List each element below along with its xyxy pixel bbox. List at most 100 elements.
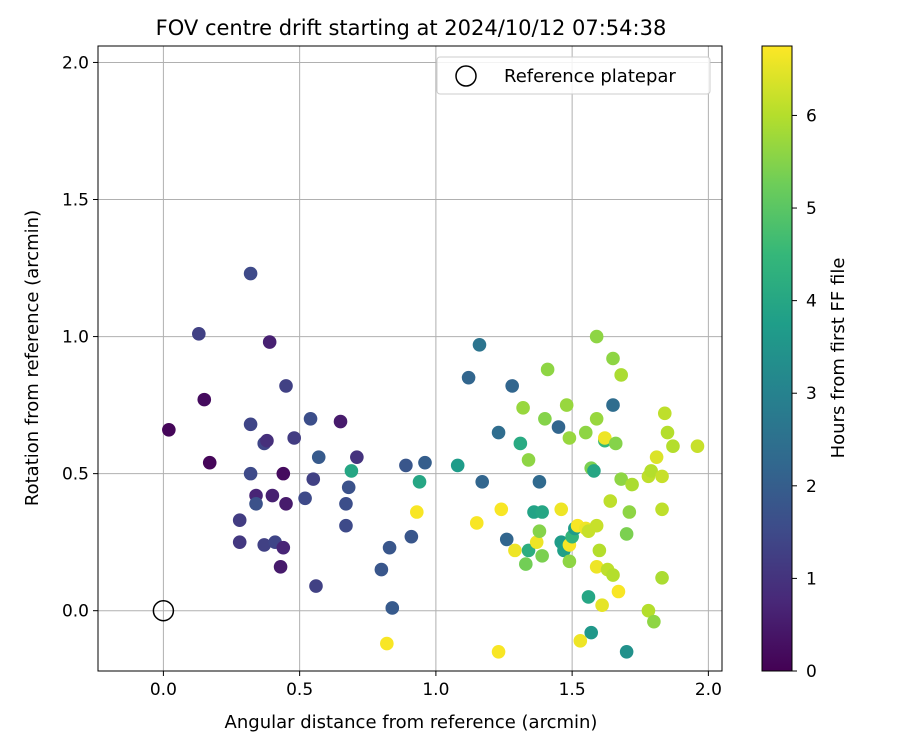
data-point (519, 557, 533, 571)
data-point (309, 579, 323, 593)
colorbar-tick-label: 3 (806, 384, 817, 404)
data-point (469, 516, 484, 530)
data-point (505, 379, 519, 393)
data-point (606, 351, 620, 366)
data-point (287, 431, 301, 445)
data-point (265, 488, 280, 503)
data-point (690, 439, 705, 454)
data-point (499, 532, 514, 547)
legend-frame (436, 56, 711, 95)
data-point (584, 625, 599, 640)
data-point (192, 327, 206, 341)
data-point (644, 464, 658, 478)
y-tick-label: 1.5 (62, 191, 89, 211)
data-point (606, 568, 620, 582)
data-point (508, 543, 522, 558)
data-point (655, 502, 669, 517)
x-tick-label: 0.0 (150, 680, 177, 700)
data-point (538, 412, 552, 426)
data-point (273, 560, 288, 574)
data-point (535, 549, 549, 563)
colorbar-label: Hours from first FF file (828, 258, 849, 459)
data-point (494, 502, 509, 517)
colorbar-ticks: 0 1 2 3 4 5 6 (792, 106, 817, 682)
data-point (450, 458, 465, 473)
data-point (655, 570, 669, 585)
legend-entry-reference: Reference platepar (504, 66, 676, 87)
data-point (385, 601, 400, 615)
colorbar-tick-label: 0 (806, 662, 817, 682)
data-point (614, 472, 628, 486)
data-point (666, 439, 680, 454)
data-points (162, 266, 705, 659)
data-point (243, 466, 258, 481)
data-point (529, 535, 544, 549)
colorbar-tick-label: 5 (806, 199, 817, 219)
data-point (260, 433, 274, 448)
data-point (532, 475, 547, 489)
data-point (380, 636, 394, 651)
data-point (592, 543, 607, 558)
data-point (513, 436, 528, 451)
data-point (339, 518, 353, 533)
data-point (399, 458, 413, 473)
data-point (649, 450, 664, 464)
data-point (655, 469, 669, 484)
data-point (276, 540, 291, 555)
data-point (589, 329, 604, 344)
data-point (641, 603, 656, 618)
data-point (472, 337, 487, 352)
data-point (562, 554, 577, 569)
data-point (344, 464, 359, 478)
data-point (619, 527, 634, 541)
data-point (521, 453, 536, 467)
data-point (491, 425, 506, 440)
data-point (611, 584, 626, 599)
legend-marker-reference (455, 65, 477, 87)
data-point (279, 379, 293, 393)
data-point (608, 436, 623, 451)
reference-platepar-marker (152, 599, 175, 622)
data-point (341, 480, 356, 495)
x-axis-label: Angular distance from reference (arcmin) (225, 712, 598, 733)
data-point (595, 598, 609, 613)
data-point (559, 398, 574, 412)
data-point (516, 401, 530, 415)
data-point (232, 535, 247, 549)
data-point (589, 412, 604, 426)
data-point (162, 422, 176, 437)
x-tick-label: 1.5 (559, 680, 586, 700)
y-tick-label: 1.0 (62, 328, 89, 348)
data-point (622, 505, 637, 519)
data-point (647, 614, 661, 629)
x-tick-label: 1.0 (422, 680, 449, 700)
y-tick-label: 0.5 (62, 465, 89, 485)
data-point (551, 420, 566, 434)
legend: Reference platepar (436, 56, 711, 95)
chart-title: FOV centre drift starting at 2024/10/12 … (156, 16, 667, 40)
axis-ticks: 0.0 0.5 1.0 1.5 2.0 0.0 0.5 1.0 1.5 2.0 (62, 53, 722, 700)
colorbar-tick-label: 6 (806, 106, 817, 126)
data-point (412, 475, 427, 489)
data-point (598, 431, 612, 445)
data-point (197, 392, 212, 407)
data-point (418, 455, 432, 470)
data-point (461, 370, 476, 385)
data-point (491, 645, 506, 659)
data-point (614, 368, 628, 382)
data-point (532, 524, 547, 538)
x-tick-label: 0.5 (286, 680, 313, 700)
data-point (554, 502, 569, 517)
data-point (243, 266, 258, 281)
reference-marker-group (152, 599, 175, 622)
data-point (243, 417, 258, 432)
data-point (303, 412, 318, 426)
data-point (350, 450, 364, 464)
y-tick-label: 2.0 (62, 53, 89, 73)
data-point (279, 496, 293, 511)
data-point (382, 540, 397, 555)
data-point (311, 450, 326, 464)
data-point (276, 466, 291, 481)
data-point (606, 398, 620, 412)
